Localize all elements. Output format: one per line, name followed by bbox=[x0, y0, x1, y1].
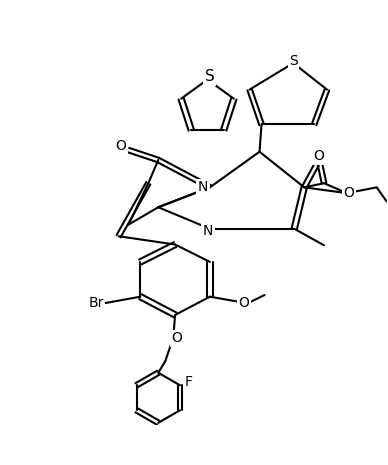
Text: O: O bbox=[115, 139, 126, 153]
Text: N: N bbox=[203, 224, 213, 238]
Text: N: N bbox=[198, 180, 208, 194]
Text: F: F bbox=[184, 375, 192, 389]
Text: O: O bbox=[343, 186, 354, 200]
Text: O: O bbox=[238, 296, 249, 310]
Text: O: O bbox=[314, 149, 324, 163]
Text: S: S bbox=[289, 54, 298, 68]
Text: O: O bbox=[171, 331, 182, 345]
Text: Br: Br bbox=[88, 296, 104, 310]
Text: S: S bbox=[204, 69, 214, 84]
